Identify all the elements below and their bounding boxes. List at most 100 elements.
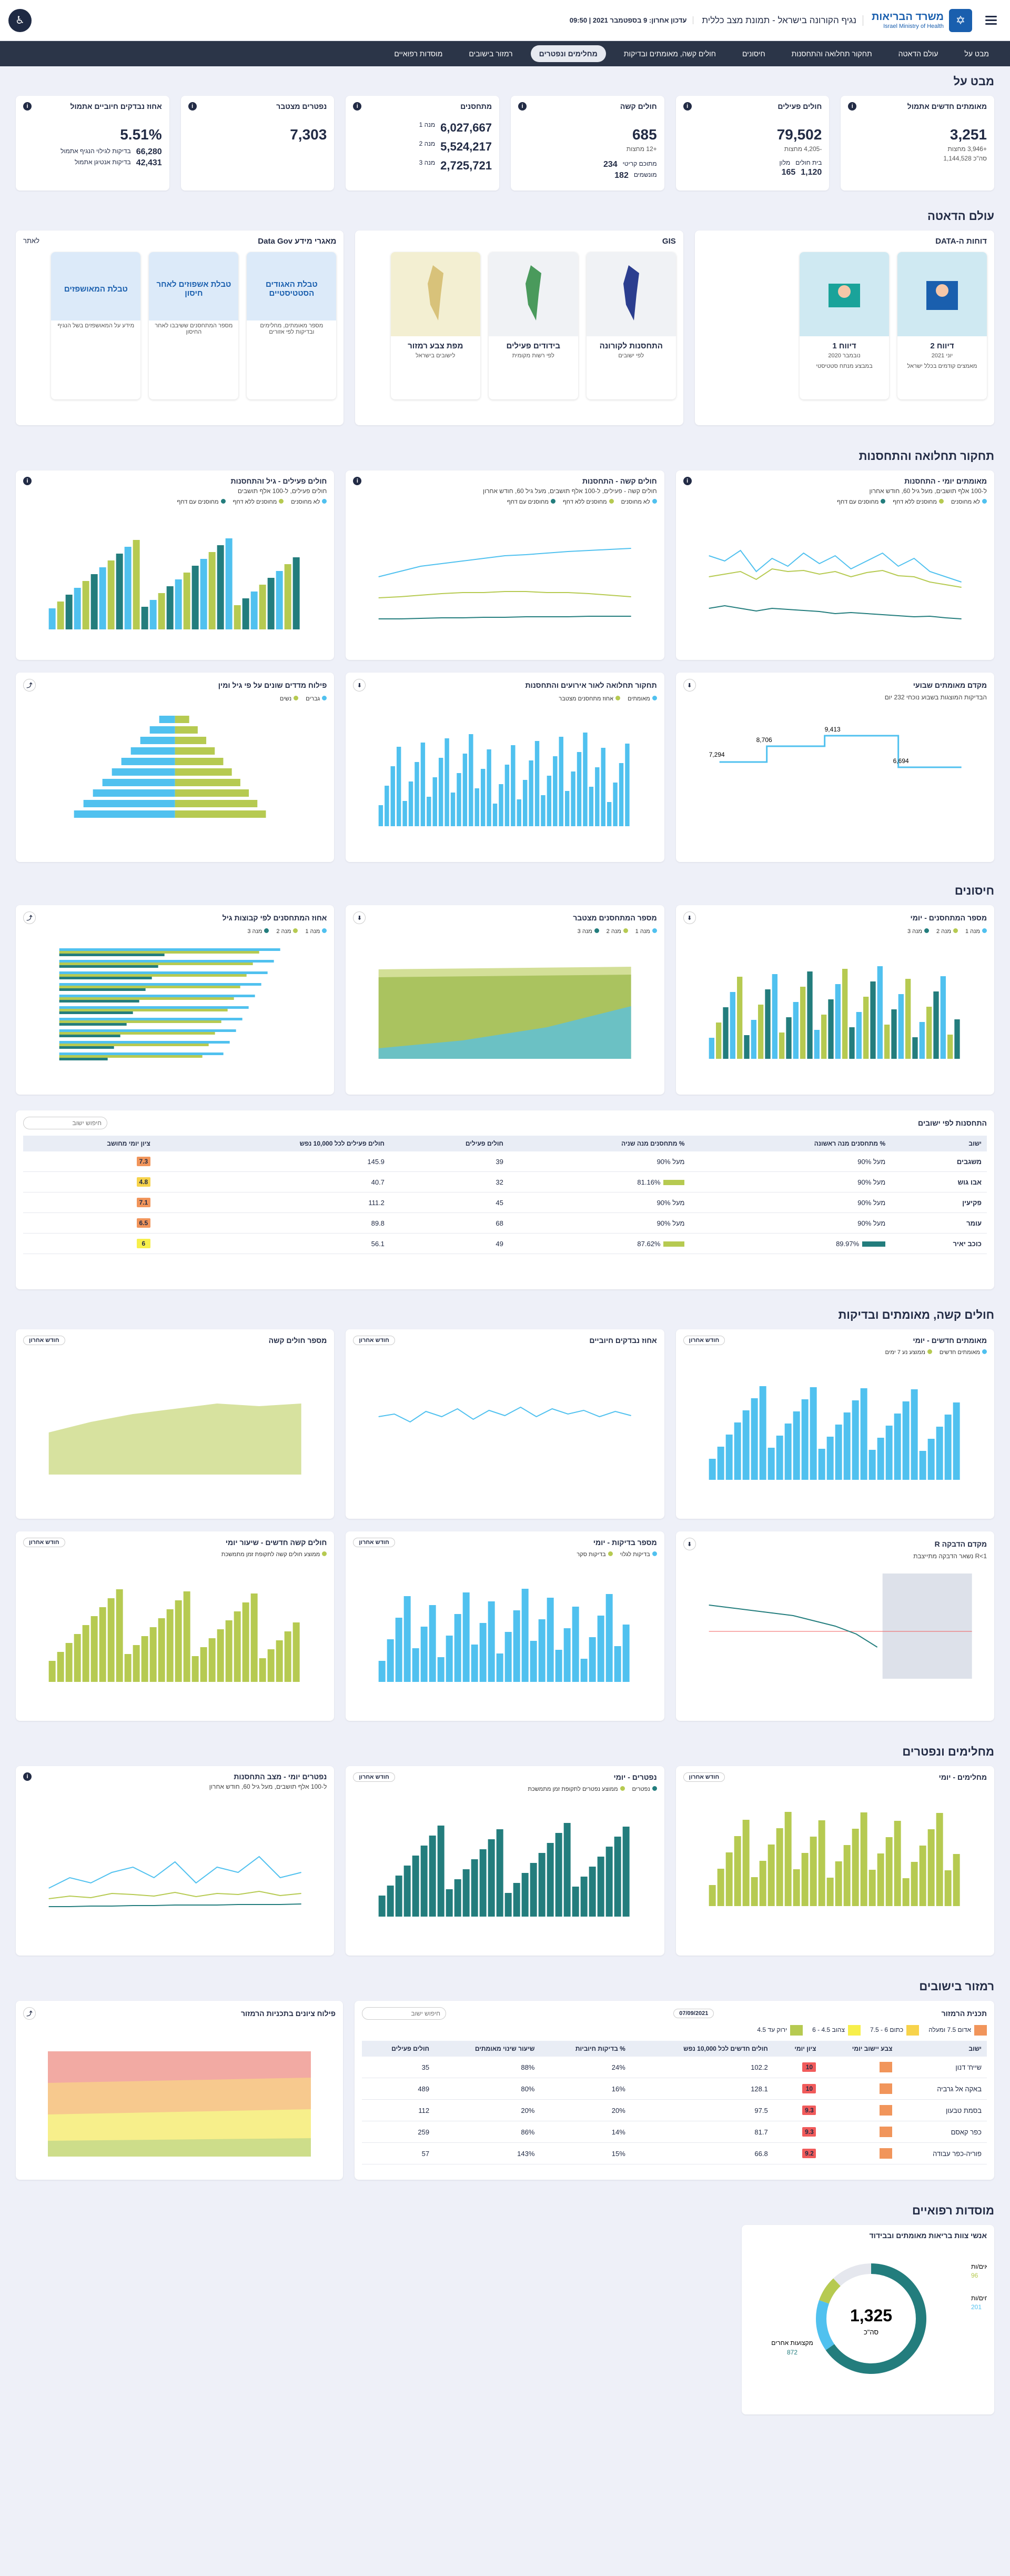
- col-header[interactable]: חולים חדשים לכל 10,000 נפש: [630, 2041, 773, 2057]
- col-header[interactable]: חולים פעילים לכל 10,000 נפש: [155, 1136, 390, 1151]
- chart-bar: [116, 1589, 123, 1682]
- chart-bar: [402, 801, 408, 826]
- report-illustration-icon: [800, 252, 889, 336]
- col-header[interactable]: ישוב: [897, 2041, 987, 2057]
- gov-tile[interactable]: טבלת המאושפזים מידע על המאושפזים בשל הנג…: [51, 252, 141, 399]
- gis-tile[interactable]: התחסנות לקורונה לפי ישובים: [586, 252, 676, 399]
- chart-bar: [149, 726, 175, 734]
- range-select[interactable]: חודש אחרון: [353, 1336, 395, 1345]
- range-select[interactable]: חודש אחרון: [353, 1772, 395, 1782]
- kpi-sub: +12 מחצות: [626, 145, 657, 153]
- section-title-recovered: מחלימים ונפטרים: [902, 1745, 994, 1758]
- chart-bar: [116, 554, 123, 629]
- chart-card-positive: אחוז נבדקים חיוביים חודש אחרון: [346, 1329, 664, 1519]
- chart-bar: [59, 983, 261, 986]
- logo[interactable]: ✡ משרד הבריאות Israel Ministry of Health: [872, 8, 972, 32]
- range-select[interactable]: חודש אחרון: [23, 1538, 65, 1547]
- download-icon[interactable]: ⬇: [683, 1538, 696, 1550]
- download-icon[interactable]: ⬇: [683, 911, 696, 924]
- town-search-input[interactable]: [23, 1117, 107, 1129]
- download-icon[interactable]: ⬇: [683, 679, 696, 691]
- legend-item: ממוצע נע 7 ימים: [885, 1349, 932, 1356]
- section-title-overview: מבט על: [953, 75, 994, 88]
- info-icon[interactable]: i: [518, 102, 527, 111]
- kpi-label: בדיקות לגילוי הנגיף אתמול: [60, 147, 131, 155]
- nav-tab-traffic-light[interactable]: רמזור בישובים: [469, 49, 513, 58]
- page-title: נגיף הקורונה בישראל - תמונת מצב כללית: [702, 15, 863, 26]
- nav-tab-data-world[interactable]: עולם הדאטה: [898, 49, 938, 58]
- col-header[interactable]: ציון יומי: [773, 2041, 822, 2057]
- col-header[interactable]: ישוב: [891, 1136, 987, 1151]
- col-header[interactable]: חולים פעילים: [362, 2041, 435, 2057]
- nav-tab-recovered[interactable]: מחלימים ונפטרים: [530, 45, 606, 62]
- chart-bar: [891, 1009, 897, 1059]
- info-icon[interactable]: i: [23, 102, 32, 111]
- gis-tile[interactable]: מפת צבע רמזור לישובים בישראל: [390, 252, 480, 399]
- section-title-vaccines: חיסונים: [954, 884, 994, 897]
- col-header[interactable]: ציון יומי מחושב: [23, 1136, 156, 1151]
- info-icon[interactable]: i: [683, 477, 692, 485]
- info-icon[interactable]: i: [23, 477, 32, 485]
- chart-bar: [725, 1852, 733, 1906]
- range-select[interactable]: חודש אחרון: [353, 1538, 395, 1547]
- nav-tab-severe[interactable]: חולים קשה, מאומתים ובדיקות: [623, 49, 716, 58]
- col-header[interactable]: שיעור שינוי מאומתים: [435, 2041, 540, 2057]
- chart-bar: [48, 608, 56, 629]
- map-icon: [390, 252, 480, 336]
- chart-bar: [429, 1836, 437, 1917]
- more-link[interactable]: לאתר: [23, 237, 39, 245]
- nav-tab-overview[interactable]: מבט על: [964, 49, 989, 58]
- chart-bar: [723, 1007, 729, 1059]
- share-icon[interactable]: ⤴: [23, 2007, 36, 2020]
- chart-bar: [523, 780, 528, 826]
- info-icon[interactable]: i: [188, 102, 197, 111]
- chart-card-new-cases: מאומתים חדשים - יומי חודש אחרון מאומתים ח…: [675, 1329, 994, 1519]
- chart-bar: [589, 1637, 597, 1682]
- col-header[interactable]: % בדיקות חיוביות: [540, 2041, 631, 2057]
- kpi-label: מתוכם קריטי: [622, 160, 657, 167]
- date-select[interactable]: 07/09/2021: [673, 2009, 714, 2018]
- table-title: התחסנות לפי ישובים: [918, 1119, 987, 1127]
- hamburger-menu-icon[interactable]: [981, 10, 1002, 31]
- gov-tile[interactable]: טבלת האגודים הסטטיסטיים מספר מאומתים, מח…: [247, 252, 337, 399]
- table-row: פוריה-כפר עבודה 9.2 66.8 15% 143% 57: [362, 2142, 987, 2164]
- range-select[interactable]: חודש אחרון: [23, 1336, 65, 1345]
- col-header[interactable]: חולים פעילים: [389, 1136, 509, 1151]
- score-badge: 7.3: [136, 1157, 150, 1166]
- chart-bar: [835, 984, 841, 1059]
- range-select[interactable]: חודש אחרון: [683, 1336, 725, 1345]
- info-icon[interactable]: i: [23, 1772, 32, 1781]
- share-icon[interactable]: ⤴: [23, 911, 36, 924]
- download-icon[interactable]: ⬇: [353, 911, 366, 924]
- series-vax-no-booster: [709, 568, 962, 588]
- nav-tab-medical[interactable]: מוסדות רפואיים: [394, 49, 443, 58]
- report-tile[interactable]: דיווח 1 נובמבר 2020 במבצע מנתח סטטיסטי: [800, 252, 889, 399]
- tile-sub: לפי רשות מקומית: [512, 353, 554, 359]
- col-header[interactable]: % מתחסנים מנה ראשונה: [690, 1136, 891, 1151]
- share-icon[interactable]: ⤴: [23, 679, 36, 691]
- col-header[interactable]: צבע יישוב יומי: [821, 2041, 898, 2057]
- kpi-positive-rate: אחוז נבדקים חיוביים אתמול i 5.51% 66,280 ב…: [15, 96, 169, 191]
- chart-bar: [432, 777, 438, 826]
- info-icon[interactable]: i: [848, 102, 857, 111]
- report-tile[interactable]: דיווח 2 יוני 2021 מאמצים קודמים בכלל ישר…: [897, 252, 987, 399]
- gis-tile[interactable]: בידודים פעילים לפי רשות מקומית: [488, 252, 578, 399]
- stacked-area-chart: [48, 2051, 311, 2157]
- gov-tile[interactable]: טבלת אשפוזים לאחר חיסון מספר המתחסנים שש…: [149, 252, 239, 399]
- col-header[interactable]: % מתחסנים מנה שניה: [508, 1136, 690, 1151]
- accessibility-icon[interactable]: ♿: [8, 8, 32, 32]
- chart-card-tests: מספר בדיקות - יומי חודש אחרון בדיקות לגלו…: [346, 1531, 664, 1721]
- info-icon[interactable]: i: [353, 102, 362, 111]
- donut-total: 1,325: [850, 2306, 892, 2325]
- menorah-icon: ✡: [949, 8, 972, 32]
- traffic-search-input[interactable]: [362, 2007, 446, 2020]
- info-icon[interactable]: i: [683, 102, 692, 111]
- info-icon[interactable]: i: [353, 477, 362, 485]
- chart-bar: [759, 1861, 766, 1906]
- range-select[interactable]: חודש אחרון: [683, 1772, 725, 1782]
- nav-tab-morbidity[interactable]: תחקור תחלואה והתחסנות: [791, 49, 872, 58]
- donut-value: 96: [971, 2272, 978, 2279]
- download-icon[interactable]: ⬇: [353, 679, 366, 691]
- chart-bar: [445, 738, 450, 826]
- nav-tab-vaccines[interactable]: חיסונים: [742, 49, 765, 58]
